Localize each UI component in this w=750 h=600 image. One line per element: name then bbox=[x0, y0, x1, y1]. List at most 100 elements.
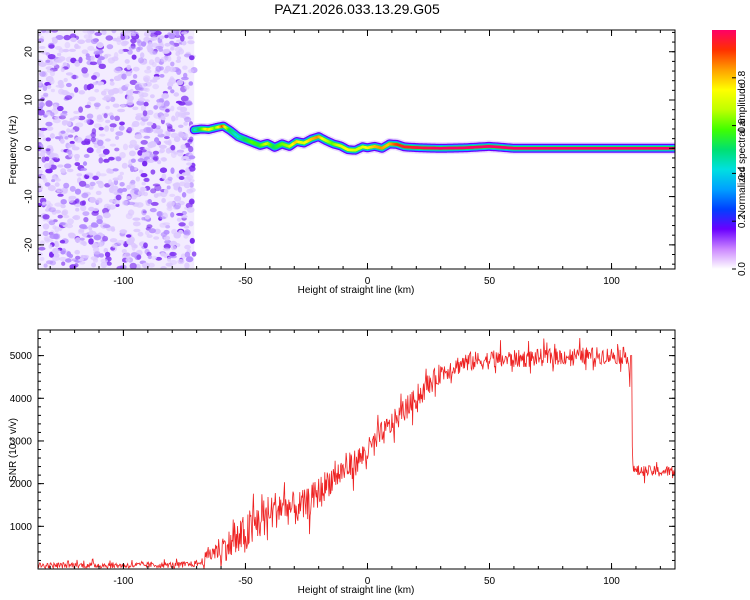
noise-blob bbox=[126, 234, 132, 238]
noise-blob bbox=[189, 136, 194, 142]
noise-blob bbox=[115, 131, 124, 137]
noise-blob bbox=[180, 35, 185, 42]
noise-blob bbox=[93, 51, 100, 55]
noise-blob bbox=[111, 243, 118, 249]
noise-blob bbox=[120, 104, 125, 108]
snr-x-tick-label: 50 bbox=[484, 576, 496, 587]
spectrogram-noise-region bbox=[38, 30, 198, 269]
noise-blob bbox=[101, 90, 107, 96]
noise-blob bbox=[99, 145, 106, 149]
noise-blob bbox=[70, 37, 77, 43]
noise-blob bbox=[38, 32, 42, 37]
snr-axes: -100 -50 0 50 100 1000 2000 3000 4000 5000 bbox=[10, 329, 675, 587]
noise-blob bbox=[159, 66, 164, 71]
noise-blob bbox=[143, 77, 149, 83]
noise-blob bbox=[92, 81, 98, 86]
noise-blob bbox=[64, 136, 69, 140]
noise-blob bbox=[86, 113, 94, 119]
noise-blob bbox=[188, 155, 196, 160]
noise-blob bbox=[178, 222, 186, 227]
noise-blob bbox=[81, 140, 88, 146]
noise-blob bbox=[183, 225, 190, 229]
noise-blob bbox=[83, 84, 88, 91]
noise-blob bbox=[97, 181, 105, 189]
noise-blob bbox=[158, 144, 167, 149]
noise-blob bbox=[183, 121, 188, 126]
noise-blob bbox=[55, 35, 64, 40]
colorbar-tick-label: 0.8 bbox=[737, 70, 748, 84]
noise-blob bbox=[101, 30, 107, 35]
noise-blob bbox=[181, 172, 189, 176]
noise-blob bbox=[152, 50, 158, 55]
noise-blob bbox=[103, 113, 108, 119]
noise-blob bbox=[173, 92, 180, 97]
noise-blob bbox=[170, 105, 175, 112]
noise-blob bbox=[153, 236, 160, 240]
noise-blob bbox=[116, 265, 125, 269]
noise-blob bbox=[90, 55, 95, 61]
noise-blob bbox=[96, 218, 103, 225]
noise-blob bbox=[76, 173, 83, 177]
snr-y-tick-label: 5000 bbox=[10, 351, 33, 362]
noise-blob bbox=[98, 63, 107, 69]
noise-blob bbox=[67, 144, 72, 149]
noise-blob bbox=[89, 61, 98, 66]
noise-blob bbox=[109, 78, 114, 82]
noise-blob bbox=[181, 31, 188, 35]
noise-blob bbox=[133, 144, 140, 149]
noise-blob bbox=[117, 174, 123, 181]
noise-blob bbox=[181, 135, 190, 139]
noise-blob bbox=[115, 66, 122, 72]
noise-blob bbox=[119, 152, 126, 159]
noise-blob bbox=[136, 46, 141, 53]
noise-blob bbox=[176, 106, 183, 111]
noise-blob bbox=[126, 99, 134, 106]
noise-blob bbox=[150, 36, 158, 41]
noise-blob bbox=[94, 88, 100, 93]
noise-blob bbox=[173, 151, 178, 155]
noise-blob bbox=[65, 258, 72, 263]
noise-blob bbox=[165, 122, 171, 126]
noise-blob bbox=[149, 208, 157, 213]
noise-blob bbox=[87, 83, 94, 90]
noise-blob bbox=[104, 53, 112, 57]
noise-blob bbox=[146, 44, 153, 51]
noise-blob bbox=[128, 46, 136, 50]
noise-blob bbox=[52, 248, 59, 255]
noise-blob bbox=[45, 111, 51, 116]
noise-blob bbox=[46, 69, 54, 73]
noise-blob bbox=[58, 48, 64, 53]
noise-blob bbox=[98, 157, 104, 164]
noise-blob bbox=[93, 234, 102, 241]
noise-blob bbox=[167, 176, 173, 181]
noise-blob bbox=[96, 147, 102, 154]
snr-series-line bbox=[38, 337, 675, 569]
noise-blob bbox=[125, 257, 131, 263]
noise-blob bbox=[78, 228, 85, 233]
noise-blob bbox=[161, 157, 167, 162]
noise-blob bbox=[50, 88, 56, 93]
noise-blob bbox=[45, 168, 53, 174]
noise-blob bbox=[98, 153, 107, 158]
noise-blob bbox=[53, 176, 60, 180]
noise-blob bbox=[110, 226, 115, 230]
noise-blob bbox=[183, 182, 191, 189]
noise-blob bbox=[131, 242, 136, 248]
noise-blob bbox=[99, 133, 106, 137]
noise-blob bbox=[74, 136, 83, 143]
noise-blob bbox=[95, 190, 102, 196]
noise-blob bbox=[187, 206, 195, 213]
noise-blob bbox=[79, 237, 85, 241]
noise-blob bbox=[155, 125, 161, 130]
colorbar-tick-label: 0.4 bbox=[737, 166, 748, 180]
noise-blob bbox=[74, 87, 79, 93]
snr-x-tick-label: -50 bbox=[238, 576, 253, 587]
noise-blob bbox=[97, 241, 104, 247]
noise-blob bbox=[128, 150, 136, 157]
noise-blob bbox=[129, 79, 138, 85]
noise-blob bbox=[68, 197, 74, 203]
noise-blob bbox=[140, 149, 147, 153]
noise-blob bbox=[80, 254, 85, 259]
noise-blob bbox=[120, 33, 126, 41]
